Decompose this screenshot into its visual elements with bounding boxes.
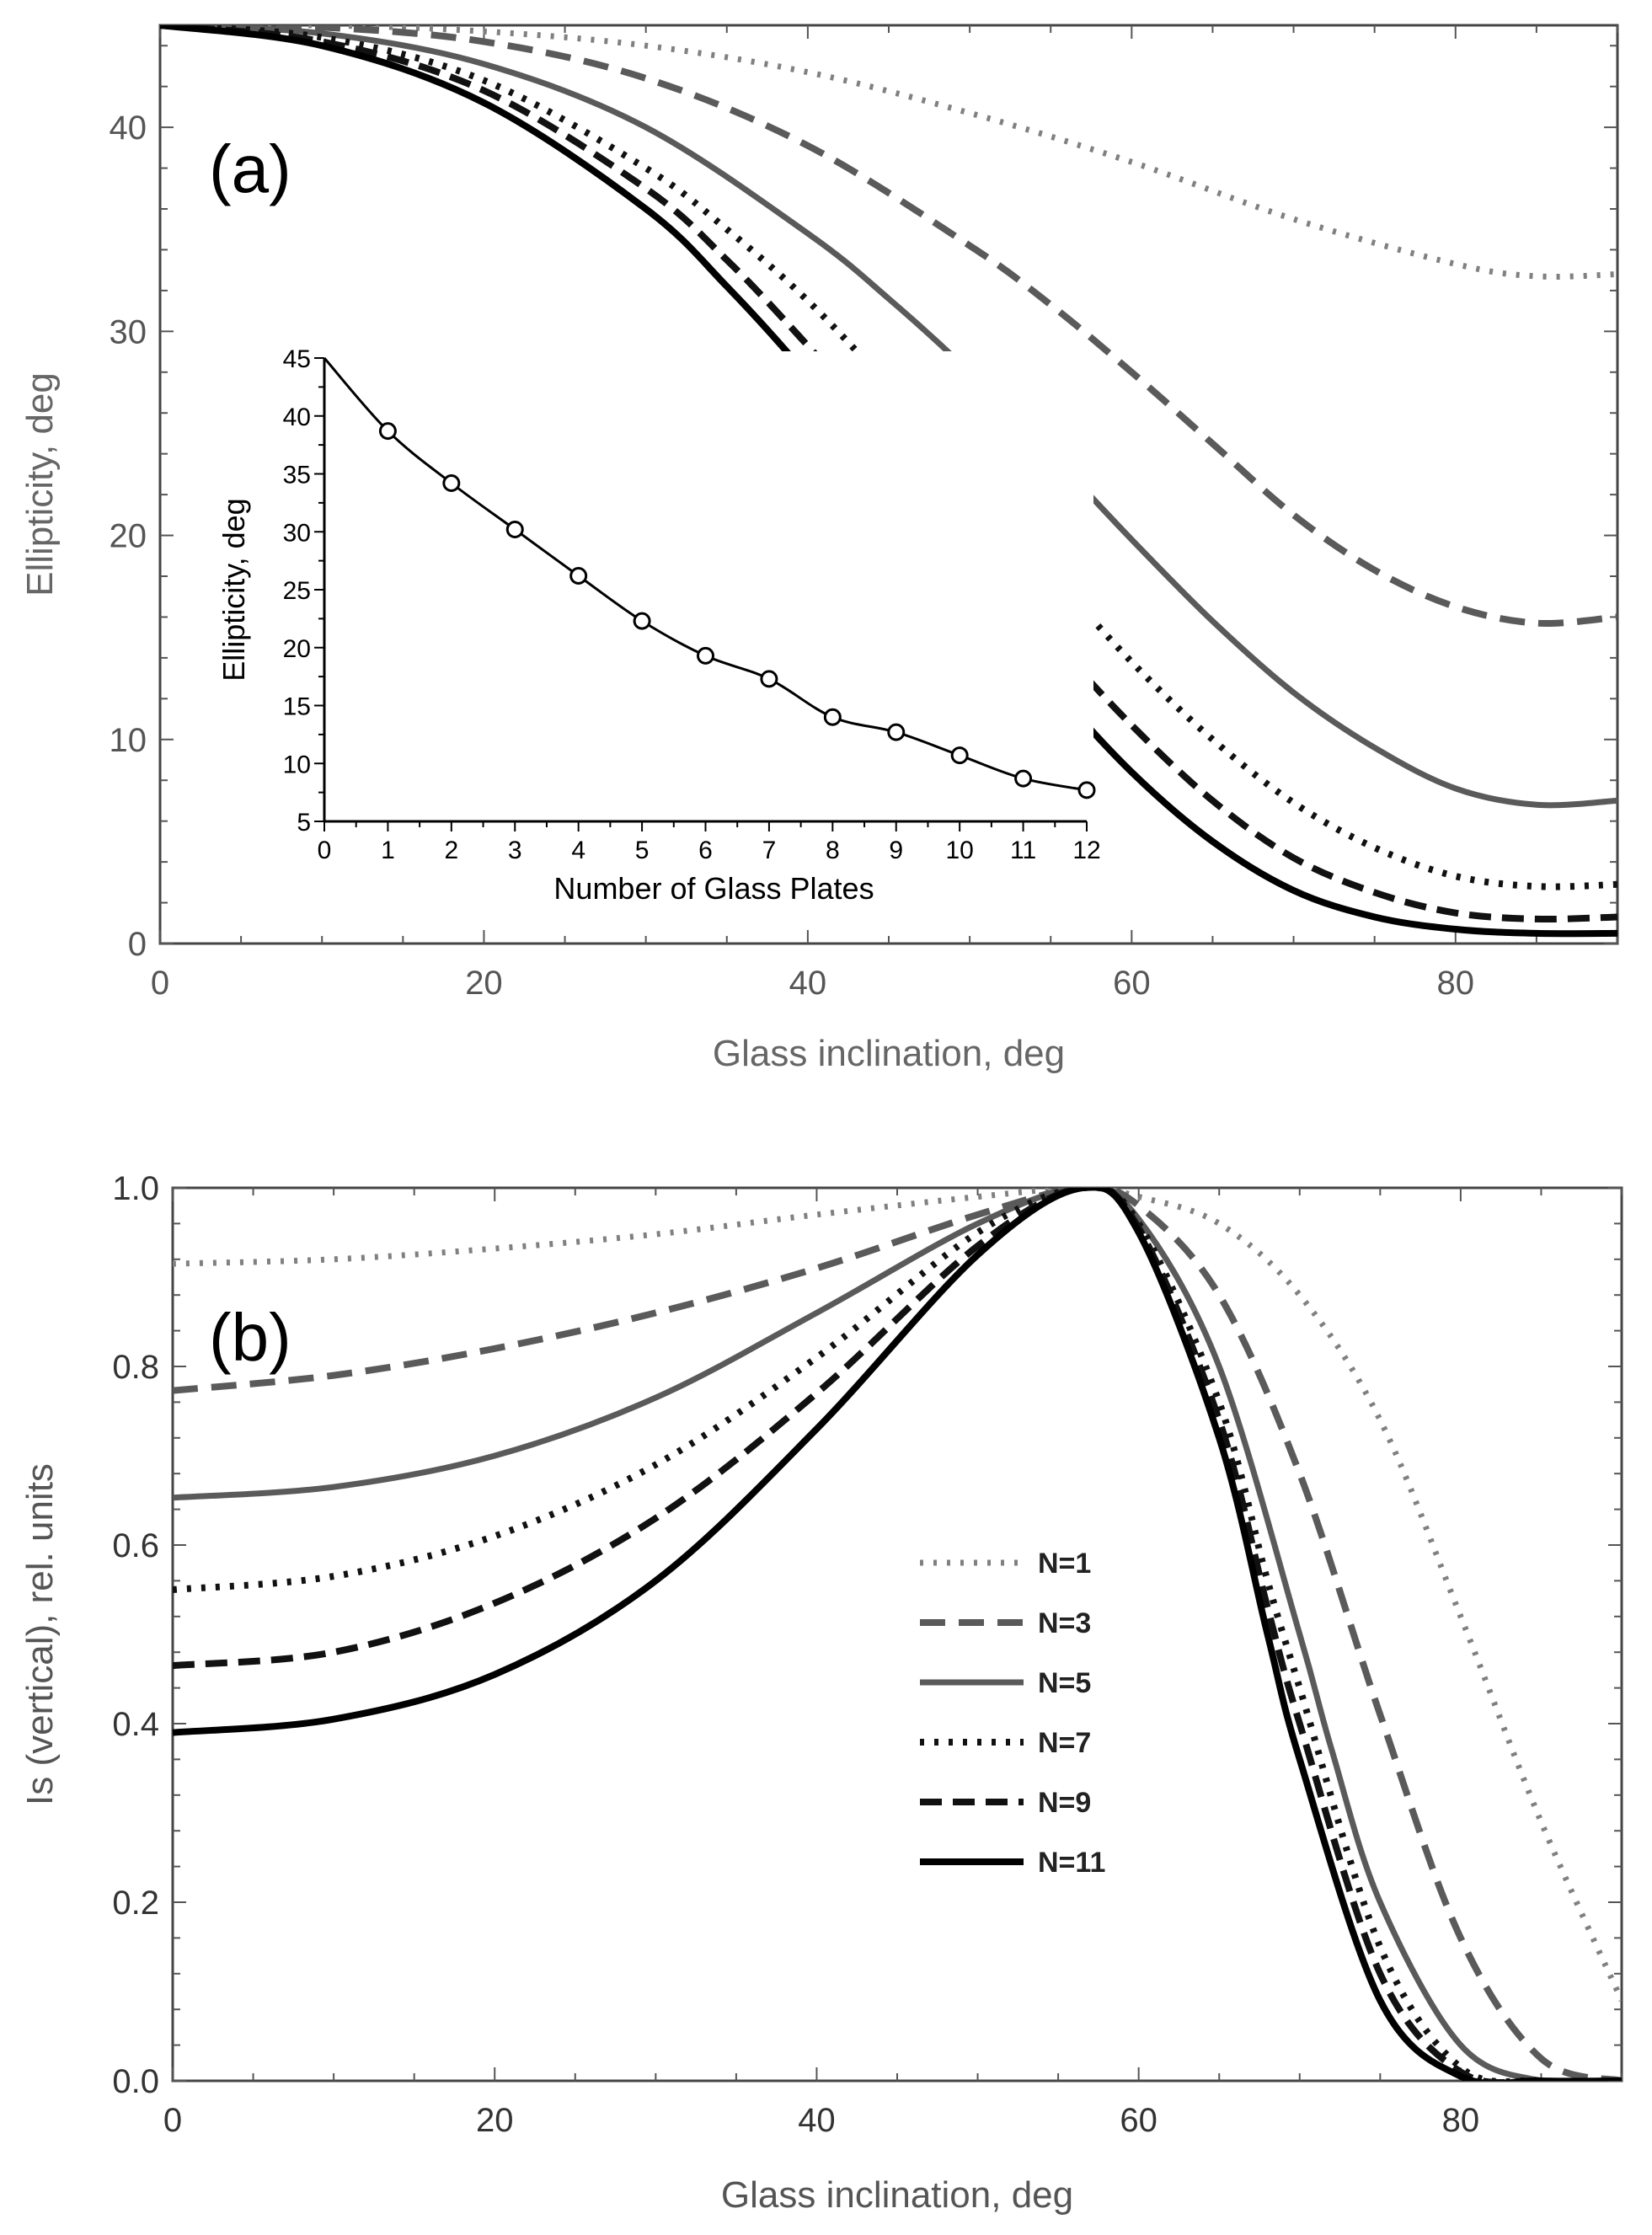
inset-y-tick-label: 5 xyxy=(297,809,311,837)
inset-data-point xyxy=(505,521,524,538)
inset-y-tick-label: 35 xyxy=(283,462,311,489)
inset-y-tick-label: 40 xyxy=(283,404,311,431)
inset-y-tick-label: 15 xyxy=(283,693,311,721)
inset-x-tick-label: 8 xyxy=(826,837,840,864)
inset-y-tick-label: 20 xyxy=(283,635,311,663)
y-tick-label: 0.2 xyxy=(112,1885,159,1922)
panel-label-b: (b) xyxy=(209,1300,291,1375)
inset-data-point xyxy=(1014,769,1033,788)
legend-label: N=7 xyxy=(1038,1727,1091,1759)
inset-x-tick-label: 9 xyxy=(889,837,903,864)
series-line-n1 xyxy=(160,25,1617,280)
x-tick-label: 20 xyxy=(465,965,503,1002)
panel-b: 0 20 40 60 80 0.0 0.2 0.4 0.6 0.8 1.0 Glass inclina… xyxy=(19,1170,1623,2216)
inset-x-tick-label: 10 xyxy=(945,837,973,864)
y-tick-label: 0.0 xyxy=(112,2063,159,2100)
y-tick-label: 40 xyxy=(110,110,147,147)
x-tick-label: 80 xyxy=(1442,2102,1480,2139)
inset-data-point xyxy=(950,746,969,765)
inset-x-tick-label: 2 xyxy=(444,837,458,864)
y-tick-label: 10 xyxy=(110,722,147,759)
inset-data-point xyxy=(569,567,588,585)
legend-label: N=5 xyxy=(1038,1667,1091,1699)
inset-data-point xyxy=(633,612,651,630)
y-tick-label: 20 xyxy=(110,518,147,555)
series-line-n7 xyxy=(160,25,1617,890)
inset-y-axis-title: Ellipticity, deg xyxy=(217,498,251,681)
x-tick-label: 60 xyxy=(1120,2102,1157,2139)
inset-background xyxy=(318,351,1093,907)
series-line-n5 xyxy=(173,1188,1622,2081)
inset-x-tick-label: 7 xyxy=(762,837,777,864)
inset-data-point xyxy=(1077,781,1096,799)
x-axis-title: Glass inclination, deg xyxy=(713,1033,1065,1074)
inset-data-point xyxy=(697,646,714,665)
series-group xyxy=(173,1188,1622,2081)
x-axis-title: Glass inclination, deg xyxy=(721,2174,1073,2216)
inset-x-tick-label: 1 xyxy=(381,837,395,864)
x-tick-label: 60 xyxy=(1113,965,1151,1002)
x-tick-label: 0 xyxy=(151,965,169,1002)
y-axis-title: Is (vertical), rel. units xyxy=(19,1463,61,1805)
inset-x-tick-label: 3 xyxy=(508,837,522,864)
inset-x-tick-label: 12 xyxy=(1072,837,1100,864)
legend-label: N=1 xyxy=(1038,1548,1091,1580)
inset-data-point xyxy=(887,723,906,741)
inset-x-axis-title: Number of Glass Plates xyxy=(553,871,874,906)
x-tick-label: 80 xyxy=(1437,965,1475,1002)
y-axis-title: Ellipticity, deg xyxy=(19,372,61,596)
inset-x-tick-label: 6 xyxy=(698,837,713,864)
legend: N=1 N=3 N=5 N=7 N=9 N=11 xyxy=(920,1548,1105,1879)
inset-data-point xyxy=(823,708,842,726)
y-tick-label: 0 xyxy=(128,926,147,963)
inset-x-tick-label: 0 xyxy=(318,837,332,864)
legend-label: N=3 xyxy=(1038,1607,1091,1639)
inset-data-point xyxy=(378,422,397,441)
series-line-n1 xyxy=(173,1188,1622,2002)
inset-data-point xyxy=(760,670,778,688)
legend-label: N=11 xyxy=(1038,1847,1105,1879)
inset-x-tick-label: 11 xyxy=(1010,837,1036,864)
inset-data-point xyxy=(442,474,461,492)
y-tick-label: 0.4 xyxy=(112,1706,159,1743)
y-tick-label: 30 xyxy=(110,313,147,350)
y-tick-label: 1.0 xyxy=(112,1170,159,1207)
inset-x-tick-label: 5 xyxy=(635,837,650,864)
inset-y-tick-label: 25 xyxy=(283,577,311,605)
inset-y-tick-label: 45 xyxy=(283,345,311,373)
series-line-n3 xyxy=(173,1188,1622,2081)
series-line-n11 xyxy=(173,1188,1622,2081)
panel-label-a: (a) xyxy=(209,131,291,206)
inset-x-tick-label: 4 xyxy=(571,837,585,864)
inset-chart: 0 1 2 3 4 5 6 7 8 9 10 11 1251015202530354045Number … xyxy=(217,345,1101,907)
series-line-n3 xyxy=(160,25,1617,628)
legend-label: N=9 xyxy=(1038,1787,1091,1819)
y-tick-label: 0.8 xyxy=(112,1349,159,1386)
y-tick-label: 0.6 xyxy=(112,1527,159,1564)
x-tick-label: 40 xyxy=(798,2102,836,2139)
x-tick-label: 0 xyxy=(163,2102,182,2139)
x-tick-label: 40 xyxy=(789,965,827,1002)
inset-y-tick-label: 30 xyxy=(283,519,311,547)
x-tick-label: 20 xyxy=(476,2102,514,2139)
inset-y-tick-label: 10 xyxy=(283,751,311,778)
